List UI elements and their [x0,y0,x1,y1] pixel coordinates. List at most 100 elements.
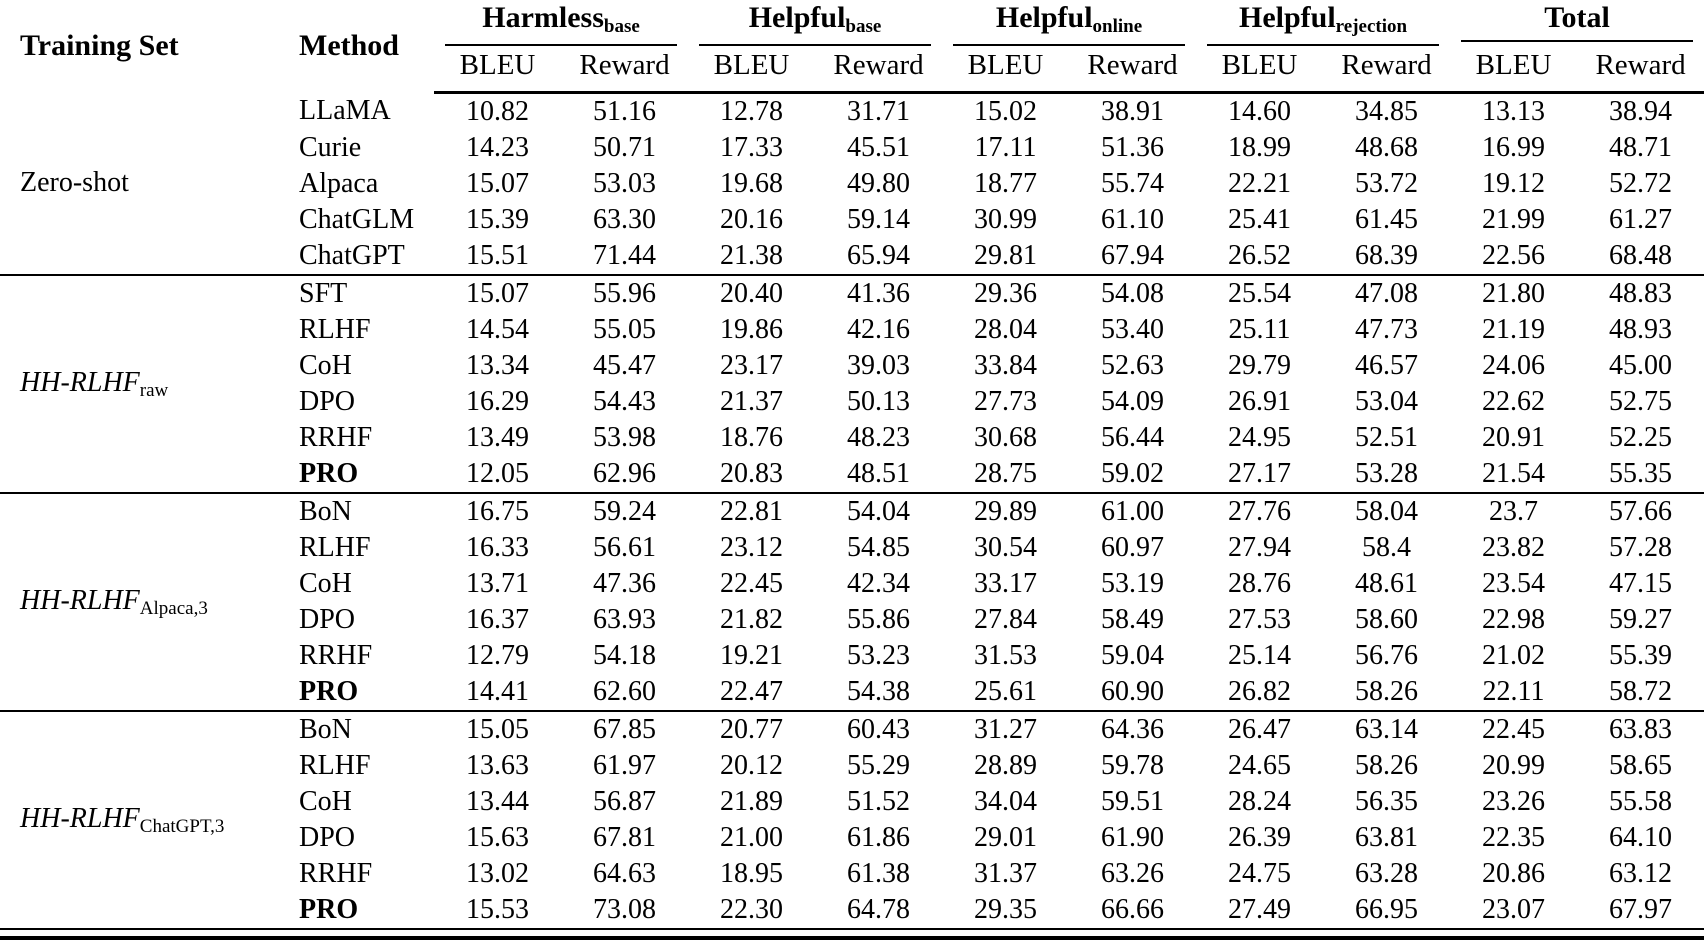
metric-value-cell: 27.84 [974,604,1038,635]
col-header-method: Method [299,29,399,63]
metric-value-cell: 61.38 [847,858,911,889]
method-cell: CoH [299,568,352,599]
metric-value-cell: 21.99 [1482,204,1546,235]
metric-value-cell: 14.41 [466,676,529,707]
metric-value-cell: 26.47 [1196,710,1324,748]
metric-value-cell: 13.34 [466,350,529,381]
metric-value-cell: 24.95 [1228,422,1292,453]
metric-value-cell: 28.89 [974,750,1038,781]
metric-value-cell: 22.11 [1482,676,1545,707]
metric-value-cell: 34.85 [1355,96,1419,127]
metric-value-cell: 19.21 [720,640,784,671]
metric-value-cell: 48.93 [1609,314,1673,345]
training-set-label: Zero-shot [20,167,129,199]
method-cell: RLHF [299,314,371,345]
col-header-reward: Reward [1577,46,1704,94]
metric-value-cell: 51.16 [593,96,656,127]
metric-value-cell: 30.54 [974,532,1038,563]
metric-value-cell: 25.41 [1228,204,1292,235]
metric-value-cell: 13.49 [466,422,529,453]
metric-value-cell: 25.61 [974,676,1038,707]
method-cell: CoH [299,786,352,817]
metric-value-cell: 63.26 [1101,858,1165,889]
method-cell: DPO [299,604,356,635]
metric-value-cell: 20.77 [688,710,816,748]
metric-value-cell: 55.96 [561,274,689,312]
metric-value-cell: 21.02 [1482,640,1546,671]
metric-value-cell: 45.51 [847,132,911,163]
metric-value-cell: 58.60 [1355,604,1419,635]
metric-value-cell: 73.08 [593,894,656,925]
group-header-label: Helpfulbase [699,1,932,46]
table-body: Zero-shot LLaMA 10.82 51.16 12.78 31.71 15.02 3… [0,93,1704,929]
metric-value-cell: 26.91 [1228,386,1292,417]
metric-value-cell: 53.28 [1355,458,1419,489]
metric-value-cell: 67.94 [1101,240,1165,271]
col-header-reward: Reward [1323,46,1451,94]
method-cell: LLaMA [299,95,391,127]
col-header-reward: Reward [561,46,689,94]
metric-value-cell: 13.13 [1482,96,1546,127]
col-header-bleu: BLEU [1450,46,1578,94]
metric-value-cell: 14.54 [466,314,529,345]
metric-value-cell: 42.34 [847,568,911,599]
col-header-bleu: BLEU [688,46,816,94]
metric-value-cell: 53.72 [1355,168,1419,199]
metric-value-cell: 20.12 [720,750,784,781]
metric-value-cell: 48.23 [847,422,911,453]
table-row: DPO 15.63 67.81 21.00 61.86 29.01 61.90 26.39 63… [0,820,1704,856]
metric-value-cell: 52.63 [1101,350,1165,381]
method-cell: RRHF [299,422,373,453]
metric-value-cell: 10.82 [466,96,529,127]
metric-value-cell: 63.12 [1609,858,1673,889]
metric-value-cell: 59.02 [1101,458,1165,489]
training-set-subscript: Alpaca,3 [139,597,208,619]
metric-value-cell: 23.82 [1482,532,1546,563]
metric-value-cell: 53.23 [847,640,911,671]
metric-value-cell: 13.63 [466,750,529,781]
table-row: PRO 14.41 62.60 22.47 54.38 25.61 60.90 26.82 58… [0,674,1704,711]
table-row: Zero-shot LLaMA 10.82 51.16 12.78 31.71 15.02 3… [0,93,1704,198]
table-row: ChatGLM 15.39 63.30 20.16 59.14 30.99 61.10 25.… [0,202,1704,238]
metric-value-cell: 16.33 [466,532,529,563]
group-header-label: Helpfulonline [953,2,1186,46]
metric-value-cell: 56.35 [1355,786,1419,817]
method-cell: DPO [299,386,356,417]
metric-value-cell: 20.86 [1482,858,1546,889]
metric-value-cell: 15.51 [466,240,529,271]
method-cell: RLHF [299,532,371,563]
method-cell: Curie [299,132,362,163]
metric-value-cell: 22.30 [720,894,784,925]
metric-value-cell: 52.25 [1609,422,1673,453]
metric-value-cell: 63.28 [1355,858,1419,889]
metric-value-cell: 33.17 [974,568,1038,599]
metric-value-cell: 51.52 [847,786,911,817]
metric-value-cell: 60.90 [1101,676,1165,707]
metric-value-cell: 66.95 [1355,894,1419,925]
metric-value-cell: 22.21 [1228,168,1292,199]
metric-value-cell: 13.44 [466,786,529,817]
metric-value-cell: 48.71 [1609,132,1673,163]
metric-value-cell: 27.53 [1228,604,1292,635]
metric-value-cell: 54.38 [847,676,911,707]
metric-value-cell: 21.89 [720,786,784,817]
metric-value-cell: 22.56 [1482,240,1546,271]
metric-value-cell: 16.99 [1482,132,1546,163]
group-title: Harmless [482,1,604,34]
table-row: CoH 13.44 56.87 21.89 51.52 34.04 59.51 28.24 56… [0,784,1704,820]
metric-value-cell: 25.14 [1228,640,1292,671]
metric-value-cell: 56.87 [593,786,656,817]
metric-value-cell: 23.07 [1482,894,1546,925]
metric-value-cell: 30.68 [974,422,1038,453]
group-title: Helpful [748,1,846,34]
metric-value-cell: 28.76 [1228,568,1292,599]
metric-value-cell: 52.75 [1609,386,1673,417]
group-subscript: base [845,16,882,37]
metric-value-cell: 64.36 [1069,710,1197,748]
group-subscript: online [1092,16,1143,37]
col-header-training-set: Training Set [20,29,179,63]
metric-value-cell: 17.11 [974,132,1037,163]
metric-value-cell: 20.91 [1482,422,1546,453]
method-cell: CoH [299,350,352,381]
